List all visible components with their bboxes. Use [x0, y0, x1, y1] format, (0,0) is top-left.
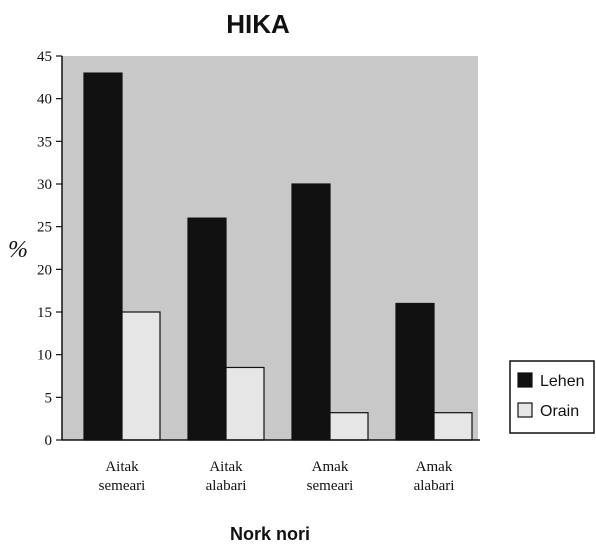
bars-layer [83, 72, 473, 441]
y-tick-label: 10 [37, 348, 52, 364]
legend-box [509, 360, 595, 434]
bar-orain-1 [121, 311, 161, 441]
legend-label-orain: Orain [540, 403, 579, 420]
bar-orain-2 [225, 366, 265, 441]
x-category-label-line: alabari [414, 478, 455, 494]
y-tick-label: 35 [37, 134, 52, 150]
x-category-label-line: Amak [416, 459, 453, 475]
x-category-label-line: Amak [312, 459, 349, 475]
legend-label-lehen: Lehen [540, 373, 585, 390]
y-tick-label: 5 [45, 390, 53, 406]
x-category-label: Amak semeari [307, 459, 354, 494]
x-axis-label: Nork nori [230, 524, 310, 544]
y-tick-label: 30 [37, 177, 52, 193]
bar-lehen-2 [187, 217, 227, 441]
legend: Lehen Orain [509, 360, 595, 434]
bar-orain-4 [433, 412, 473, 441]
bar-lehen-1 [83, 72, 123, 441]
x-category-label-line: semeari [99, 478, 146, 494]
x-category-label-line: Aitak [209, 459, 243, 475]
y-ticks-layer: 0 5 10 15 20 25 30 35 40 45 [37, 49, 62, 449]
x-category-label-line: semeari [307, 478, 354, 494]
y-tick-label: 45 [37, 49, 52, 65]
chart-title: HIKA [226, 9, 290, 39]
y-axis-label: % [8, 237, 28, 263]
bar-lehen-4 [395, 302, 435, 441]
x-category-label: Aitak semeari [99, 459, 146, 494]
y-tick-label: 0 [45, 433, 53, 449]
x-category-label-line: Aitak [105, 459, 139, 475]
bar-lehen-3 [291, 183, 331, 441]
x-category-label-line: alabari [206, 478, 247, 494]
bar-orain-3 [329, 412, 369, 441]
x-category-label: Amak alabari [414, 459, 455, 494]
y-tick-label: 15 [37, 305, 52, 321]
legend-swatch-lehen [517, 372, 533, 388]
y-tick-label: 20 [37, 262, 52, 278]
x-category-label: Aitak alabari [206, 459, 247, 494]
legend-swatch-orain [517, 402, 533, 418]
y-tick-label: 25 [37, 220, 52, 236]
x-categories-layer: Aitak semeari Aitak alabari Amak semeari Amak a… [99, 459, 455, 494]
legend-items: Lehen Orain [517, 372, 585, 420]
y-tick-label: 40 [37, 92, 52, 108]
